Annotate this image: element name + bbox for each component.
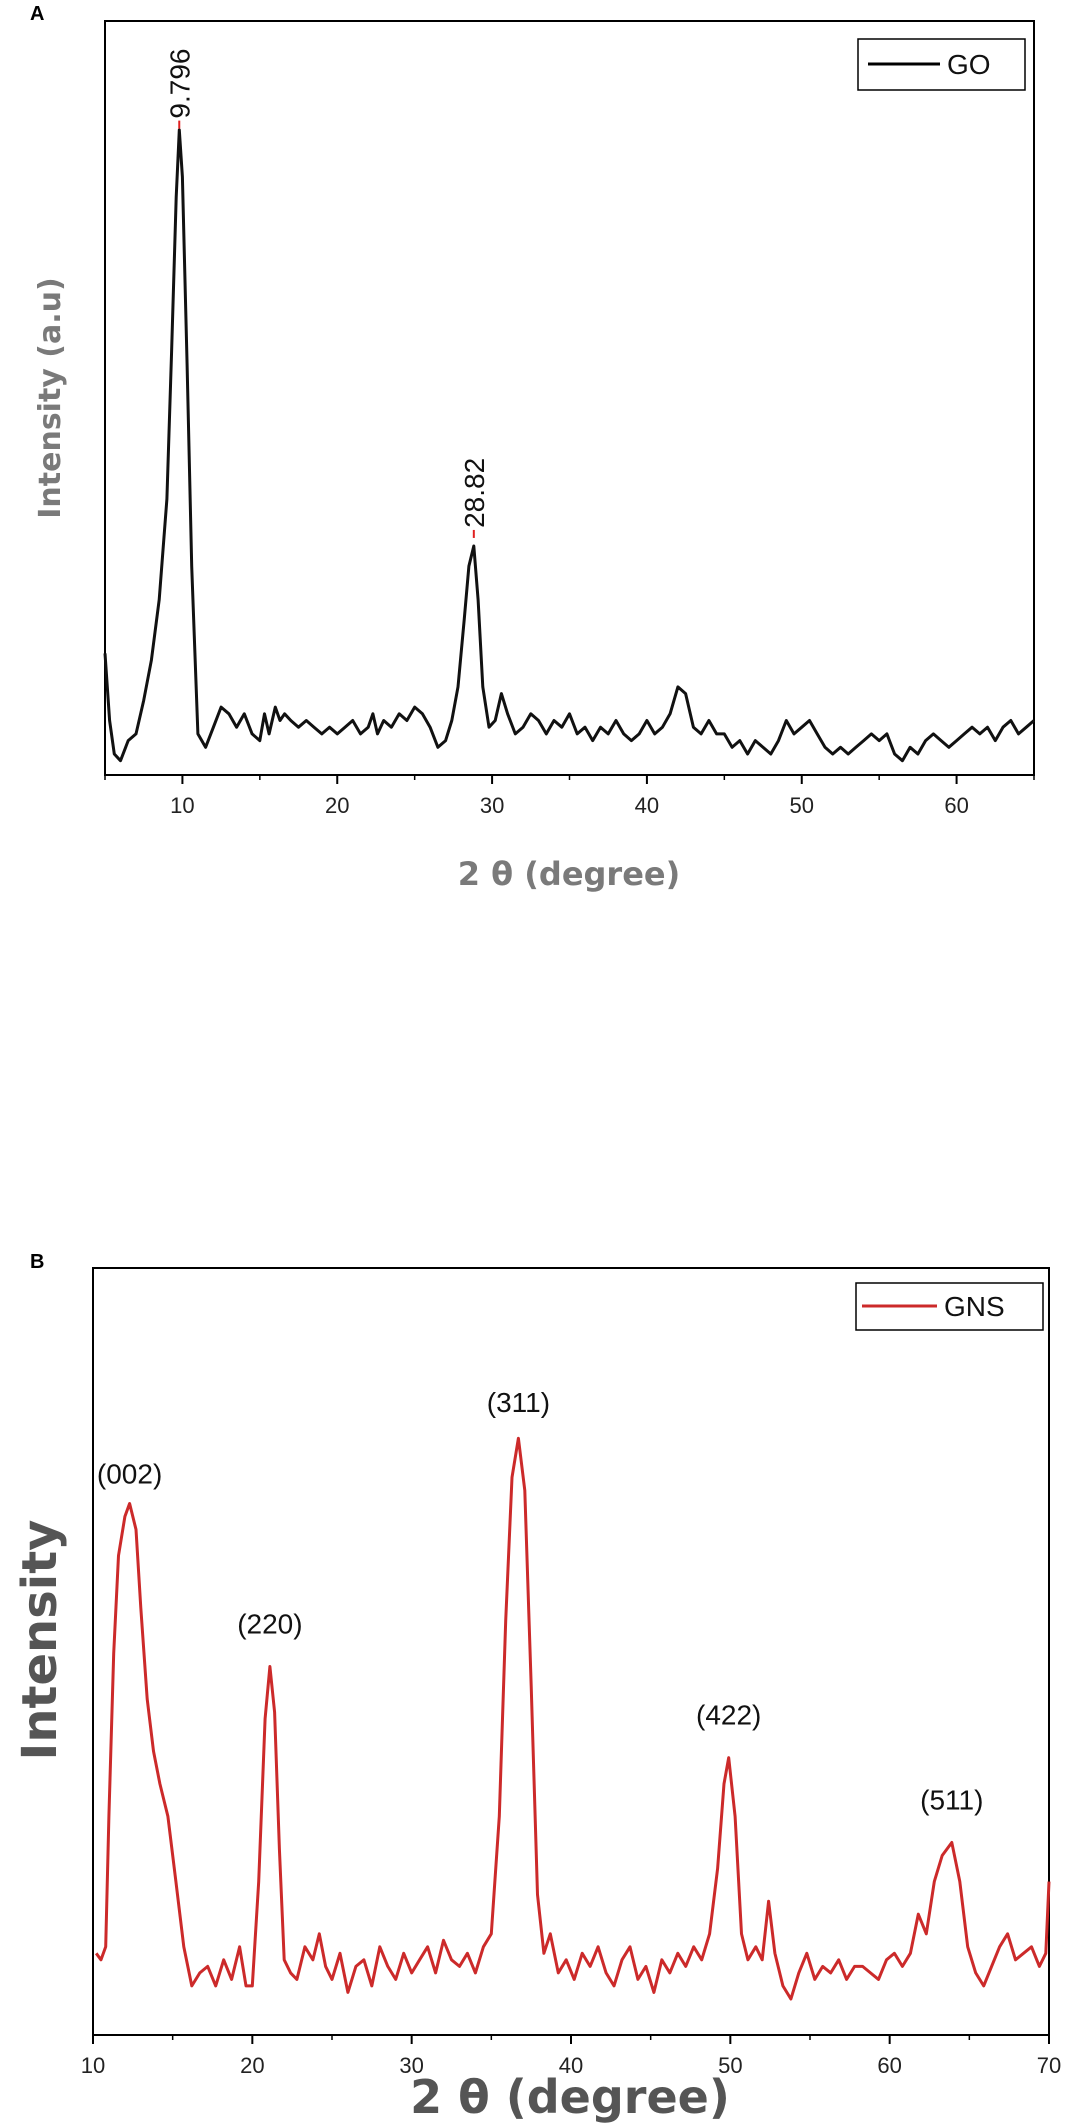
x-axis-title-b: 2 θ (degree) bbox=[410, 2070, 730, 2123]
x-tick-label-b: 60 bbox=[877, 2053, 901, 2078]
peak-label: (002) bbox=[97, 1459, 162, 1490]
legend-label-go: GO bbox=[947, 49, 991, 80]
series-line-go bbox=[103, 128, 1035, 763]
x-tick-label-b: 30 bbox=[399, 2053, 423, 2078]
x-tick-label-a: 10 bbox=[170, 793, 194, 818]
legend-label-gns: GNS bbox=[944, 1291, 1005, 1322]
x-tick-label-a: 30 bbox=[480, 793, 504, 818]
legend-b: GNS bbox=[855, 1282, 1044, 1331]
annotations-b: (002) (220) (311) (422) (511) bbox=[97, 1387, 984, 1816]
x-tick-label-a: 40 bbox=[635, 793, 659, 818]
y-axis-title-b: Intensity bbox=[12, 1520, 68, 1761]
x-tick-label-a: 50 bbox=[790, 793, 814, 818]
x-axis-title-a: 2 θ (degree) bbox=[458, 855, 680, 893]
peak-label: (511) bbox=[920, 1784, 983, 1815]
plot-frame-b bbox=[92, 1267, 1050, 2036]
x-tick-label-b: 50 bbox=[718, 2053, 742, 2078]
x-tick-label-b: 20 bbox=[240, 2053, 264, 2078]
x-tick-label-a: 60 bbox=[944, 793, 968, 818]
x-tick-label-b: 40 bbox=[559, 2053, 583, 2078]
x-ticks-a: 10 20 30 40 50 60 bbox=[104, 775, 1035, 818]
panel-letter-a: A bbox=[30, 3, 44, 25]
peak-label: (422) bbox=[696, 1700, 761, 1731]
legend-a: GO bbox=[857, 38, 1026, 91]
series-line-gns bbox=[94, 1436, 1051, 2001]
x-tick-label-b: 70 bbox=[1037, 2053, 1061, 2078]
x-ticks-b: 10 20 30 40 50 60 70 bbox=[81, 2035, 1061, 2078]
x-tick-label-b: 10 bbox=[81, 2053, 105, 2078]
annotations-a: 9.796 28.82 bbox=[164, 49, 490, 538]
peak-label: 28.82 bbox=[459, 458, 490, 528]
panel-a: A 10 20 30 40 50 60 9.796 28.82 GO 2 θ (degree… bbox=[30, 3, 1035, 893]
peak-label: (220) bbox=[237, 1608, 302, 1639]
panel-b: B 10 20 30 40 50 60 70 (002) (220) (311) (422) (51… bbox=[12, 1251, 1061, 2123]
y-axis-title-a: Intensity (a.u) bbox=[33, 277, 68, 518]
panel-letter-b: B bbox=[30, 1251, 44, 1273]
peak-label: 9.796 bbox=[164, 49, 195, 119]
x-tick-label-a: 20 bbox=[325, 793, 349, 818]
plot-frame-a bbox=[104, 20, 1035, 776]
peak-label: (311) bbox=[487, 1387, 550, 1418]
